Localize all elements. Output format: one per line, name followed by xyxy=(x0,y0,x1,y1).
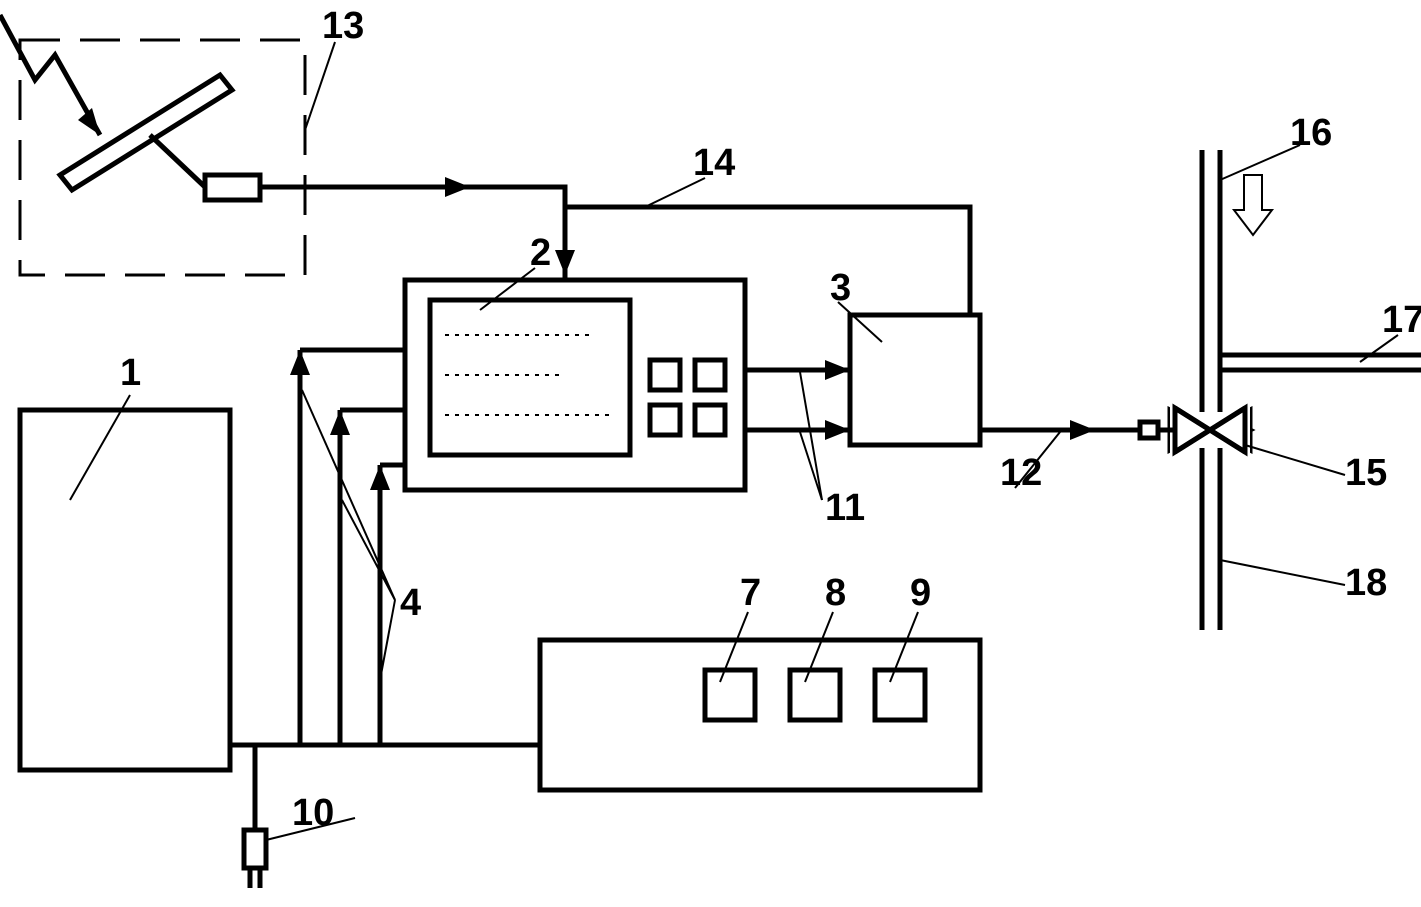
block-2-btn-br xyxy=(695,405,725,435)
label-10: 10 xyxy=(292,792,334,834)
leader-11a xyxy=(800,372,822,500)
wire-11-top-arrow xyxy=(825,360,850,380)
label-9: 9 xyxy=(910,572,931,614)
wire-12-arrow xyxy=(1070,420,1095,440)
sunray-arrowhead xyxy=(78,108,100,135)
small-box-in-13 xyxy=(205,175,260,200)
sensor-10-body xyxy=(244,830,266,868)
arrow-13-to-2-down xyxy=(555,250,575,275)
label-2: 2 xyxy=(530,232,551,274)
block-2-btn-bl xyxy=(650,405,680,435)
label-4: 4 xyxy=(400,582,421,624)
label-3: 3 xyxy=(830,267,851,309)
wire-4c-arrow xyxy=(370,465,390,490)
wire-11-bot-arrow xyxy=(825,420,850,440)
block-3 xyxy=(850,315,980,445)
arrow-13-to-2-right xyxy=(445,177,470,197)
pipe-16-flow-arrow xyxy=(1234,175,1272,235)
wire-4a-arrow xyxy=(290,350,310,375)
connector-before-valve xyxy=(1140,422,1158,438)
sensor-7 xyxy=(705,670,755,720)
label-11: 11 xyxy=(825,487,865,529)
wire-4b-arrow xyxy=(330,410,350,435)
leader-11b xyxy=(800,432,822,500)
sensor-9 xyxy=(875,670,925,720)
label-17: 17 xyxy=(1382,299,1421,341)
label-18: 18 xyxy=(1345,562,1387,604)
block-1 xyxy=(20,410,230,770)
block-13-dashed xyxy=(20,40,305,275)
leader-4b xyxy=(342,500,395,600)
label-1: 1 xyxy=(120,352,141,394)
label-7: 7 xyxy=(740,572,761,614)
label-15: 15 xyxy=(1345,452,1387,494)
label-14: 14 xyxy=(693,142,735,184)
label-16: 16 xyxy=(1290,112,1332,154)
label-12: 12 xyxy=(1000,452,1042,494)
block-2-btn-tr xyxy=(695,360,725,390)
block-2-btn-tl xyxy=(650,360,680,390)
label-13: 13 xyxy=(322,5,364,47)
leader-2 xyxy=(480,268,535,310)
sensor-8 xyxy=(790,670,840,720)
sensor-box xyxy=(540,640,980,790)
label-8: 8 xyxy=(825,572,846,614)
leader-13 xyxy=(305,42,335,130)
block-2-screen xyxy=(430,300,630,455)
leader-15 xyxy=(1245,445,1345,475)
panel-to-small-box xyxy=(150,135,205,187)
leader-18 xyxy=(1220,560,1345,585)
